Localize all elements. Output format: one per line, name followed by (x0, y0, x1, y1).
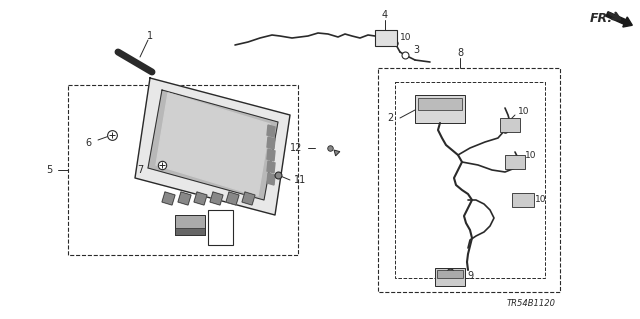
Text: 9: 9 (467, 271, 473, 281)
Polygon shape (210, 192, 223, 205)
Text: 10: 10 (535, 196, 547, 204)
Text: TR54B1120: TR54B1120 (507, 299, 556, 308)
Bar (415, 95, 465, 123)
Polygon shape (194, 192, 207, 205)
Bar (435, 268, 465, 286)
Polygon shape (242, 192, 255, 205)
Text: 2: 2 (387, 113, 393, 123)
Polygon shape (162, 192, 175, 205)
Text: 5: 5 (45, 165, 52, 175)
Bar (378, 68, 560, 292)
Polygon shape (267, 125, 275, 137)
Bar (505, 155, 525, 169)
Bar (208, 210, 233, 245)
Text: 12: 12 (290, 143, 302, 153)
Bar (175, 228, 205, 235)
Text: 3: 3 (413, 45, 419, 55)
Polygon shape (267, 149, 275, 161)
Bar (175, 215, 205, 235)
Text: 11: 11 (294, 175, 307, 185)
Bar (68, 85, 298, 255)
Text: FR.: FR. (590, 11, 613, 25)
Polygon shape (148, 90, 278, 200)
Text: 1: 1 (147, 31, 153, 41)
Bar (437, 270, 463, 278)
Text: 10: 10 (400, 33, 412, 42)
Text: 7: 7 (137, 165, 143, 175)
Bar (375, 30, 397, 46)
Polygon shape (267, 173, 275, 185)
Text: 10: 10 (518, 108, 529, 116)
Bar (395, 82, 545, 278)
Polygon shape (156, 93, 270, 196)
Text: 8: 8 (457, 48, 463, 58)
Bar (418, 98, 462, 110)
Text: 6: 6 (86, 138, 92, 148)
Polygon shape (135, 78, 290, 215)
Polygon shape (178, 192, 191, 205)
Text: 4: 4 (382, 10, 388, 20)
Bar (500, 118, 520, 132)
FancyArrow shape (606, 12, 632, 27)
Polygon shape (267, 137, 275, 149)
Polygon shape (267, 161, 275, 173)
Text: 10: 10 (525, 152, 536, 160)
Bar (512, 193, 534, 207)
Polygon shape (226, 192, 239, 205)
